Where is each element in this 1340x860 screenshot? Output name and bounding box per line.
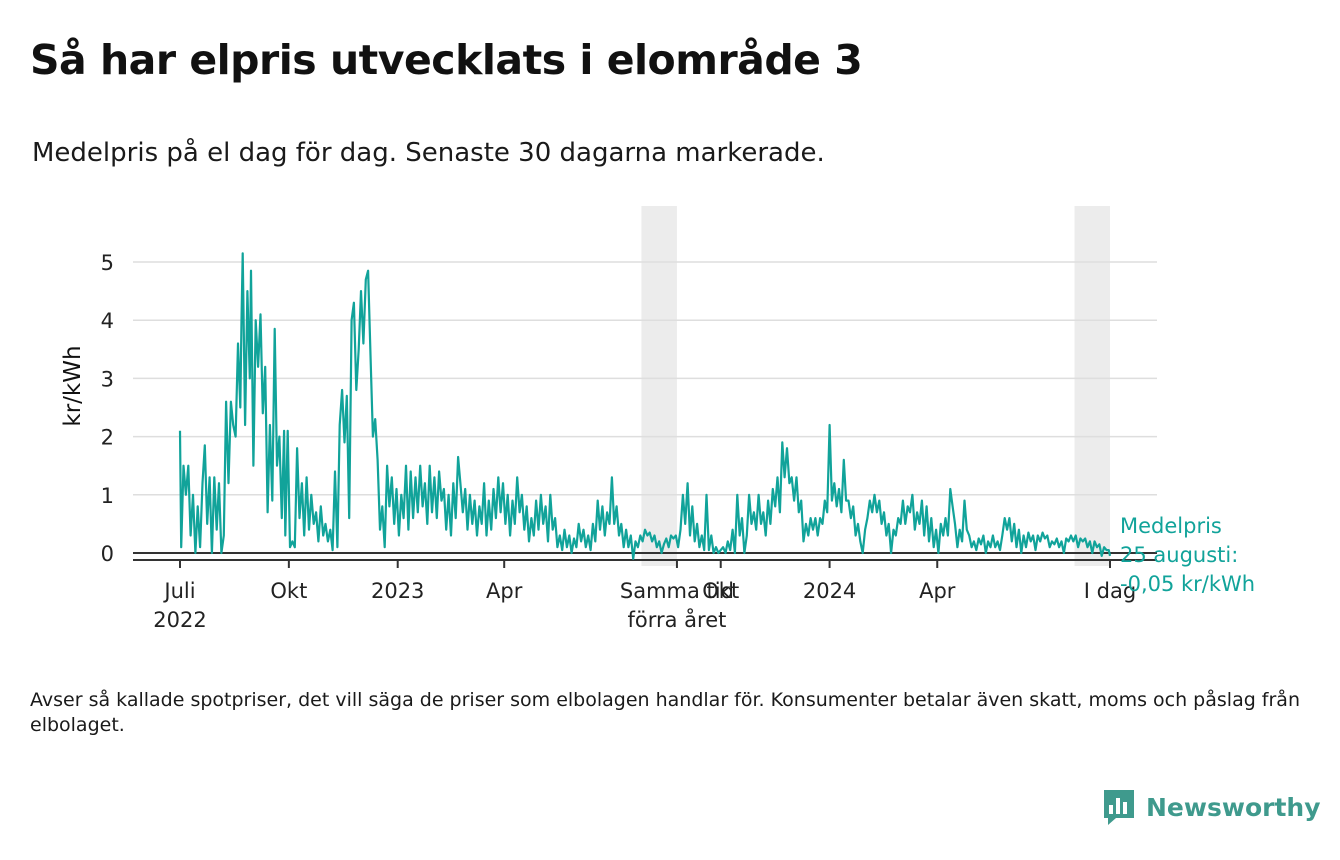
y-tick-label: 0 [101,542,114,566]
y-tick-label: 4 [101,309,114,333]
highlight-period-1 [641,206,677,566]
x-tick-label: Okt [270,579,307,603]
price-series [178,252,1112,560]
x-tick-label: Apr [486,579,523,603]
x-tick-label: förra året [628,607,727,632]
chart-title: Så har elpris utvecklats i elområde 3 [30,36,863,84]
annotation-label: 25 augusti: [1120,543,1238,567]
bar-chart-speech-bubble-icon [1104,790,1134,825]
footnote: Avser så kallade spotpriser, det vill sä… [30,689,1300,736]
y-tick-label: 1 [101,484,114,508]
x-tick-label: 2024 [803,579,856,603]
y-tick-label: 3 [101,367,114,391]
x-tick-label: 2022 [153,608,206,632]
x-tick-label: Apr [919,579,956,603]
x-tick-label: I dag [1084,579,1136,603]
x-tick-label: Samma tid [620,579,734,603]
axis-labels: 0 1 2 3 4 5 kr/kWh Juli 2022 Okt 2023 Apr Samma tid f… [60,251,1255,632]
annotation-label: Medelpris [1120,514,1222,538]
y-axis-label: kr/kWh [60,345,86,426]
highlight-period-2 [1074,206,1110,566]
chart-subtitle: Medelpris på el dag för dag. Senaste 30 … [32,138,825,168]
annotation-label: -0,05 kr/kWh [1120,572,1255,596]
y-tick-label: 5 [101,251,114,275]
highlight-periods [641,206,1110,566]
y-tick-label: 2 [101,426,114,450]
x-tick-label: Juli [162,579,195,603]
brand-name: Newsworthy [1146,792,1321,822]
newsworthy-logo[interactable]: Newsworthy [1102,788,1321,826]
x-tick-label: Okt [702,579,739,603]
x-tick-label: 2023 [371,579,424,603]
price-chart: 0 1 2 3 4 5 kr/kWh Juli 2022 Okt 2023 Apr Samma tid f… [60,206,1255,632]
series-line-1 [178,252,1112,560]
y-gridlines [133,261,1157,496]
